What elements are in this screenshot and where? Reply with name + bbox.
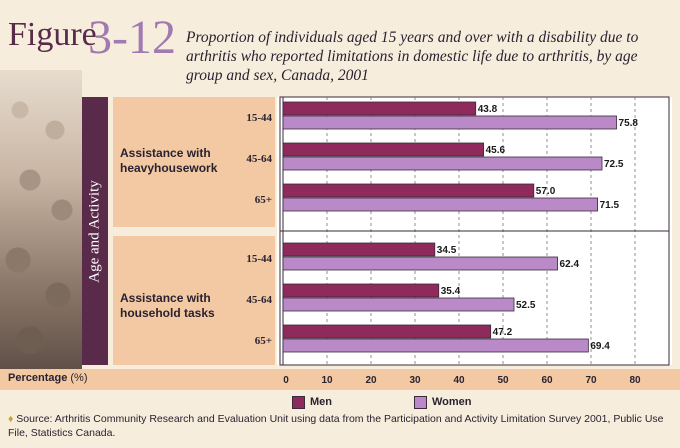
figure-word: Figure xyxy=(8,16,97,53)
chart-title: Proportion of individuals aged 15 years … xyxy=(186,29,639,84)
value-label-heavy-45-64-women: 72.5 xyxy=(604,159,624,170)
crowd-photo xyxy=(0,70,82,370)
x-tick-80: 80 xyxy=(629,375,641,386)
age-label-household-3: 65+ xyxy=(254,335,272,347)
legend-label-men: Men xyxy=(310,396,332,408)
group-label-heavy: Assistance with heavyhousework xyxy=(120,146,218,175)
axis-band xyxy=(0,369,680,390)
value-label-household-65+-women: 69.4 xyxy=(590,341,610,352)
bar-household-15-44-men xyxy=(282,242,436,257)
value-label-household-45-64-women: 52.5 xyxy=(516,300,536,311)
legend-swatch-men xyxy=(292,396,305,409)
x-tick-60: 60 xyxy=(541,375,553,386)
x-tick-0: 0 xyxy=(283,375,289,386)
source-note: ♦ Source: Arthritis Community Research a… xyxy=(8,412,678,440)
x-tick-70: 70 xyxy=(585,375,597,386)
age-label-heavy-2: 45-64 xyxy=(246,153,272,165)
value-label-household-15-44-men: 34.5 xyxy=(437,245,457,256)
bar-household-65+-women xyxy=(282,338,589,353)
value-label-heavy-65+-women: 71.5 xyxy=(600,200,620,211)
x-axis-label-unit: (%) xyxy=(70,372,88,384)
bar-household-15-44-women xyxy=(282,256,558,271)
value-label-heavy-65+-men: 57.0 xyxy=(536,186,556,197)
bar-heavy-15-44-women xyxy=(282,115,617,130)
x-tick-40: 40 xyxy=(453,375,465,386)
value-label-heavy-15-44-men: 43.8 xyxy=(478,104,498,115)
group-box-household xyxy=(113,236,275,365)
source-text: Source: Arthritis Community Research and… xyxy=(8,413,664,439)
value-label-household-15-44-women: 62.4 xyxy=(560,259,580,270)
bar-household-65+-men xyxy=(282,324,492,339)
bar-heavy-45-64-men xyxy=(282,142,485,157)
value-label-heavy-45-64-men: 45.6 xyxy=(486,145,506,156)
age-label-household-2: 45-64 xyxy=(246,294,272,306)
diamond-icon: ♦ xyxy=(8,413,14,425)
legend-label-women: Women xyxy=(432,396,472,408)
age-label-heavy-1: 15-44 xyxy=(246,112,272,124)
group-label-household: Assistance with household tasks xyxy=(120,291,215,320)
x-axis-label-main: Percentage xyxy=(8,372,68,384)
bar-household-45-64-women xyxy=(282,297,515,312)
side-band xyxy=(82,97,108,365)
x-tick-50: 50 xyxy=(497,375,509,386)
bar-household-45-64-men xyxy=(282,283,440,298)
value-label-household-45-64-men: 35.4 xyxy=(441,286,461,297)
value-label-heavy-15-44-women: 75.8 xyxy=(619,118,639,129)
bar-heavy-45-64-women xyxy=(282,156,603,171)
legend-swatch-women xyxy=(414,396,427,409)
x-tick-20: 20 xyxy=(365,375,377,386)
value-label-household-65+-men: 47.2 xyxy=(493,327,513,338)
bar-heavy-65+-women xyxy=(282,197,599,212)
age-label-household-1: 15-44 xyxy=(246,253,272,265)
x-tick-30: 30 xyxy=(409,375,421,386)
bar-heavy-15-44-men xyxy=(282,101,477,116)
group-box-heavy xyxy=(113,97,275,227)
bar-heavy-65+-men xyxy=(282,183,535,198)
x-axis-label: Percentage (%) xyxy=(8,372,87,384)
age-label-heavy-3: 65+ xyxy=(254,194,272,206)
figure-number: 3-12 xyxy=(88,11,176,64)
x-tick-10: 10 xyxy=(321,375,333,386)
